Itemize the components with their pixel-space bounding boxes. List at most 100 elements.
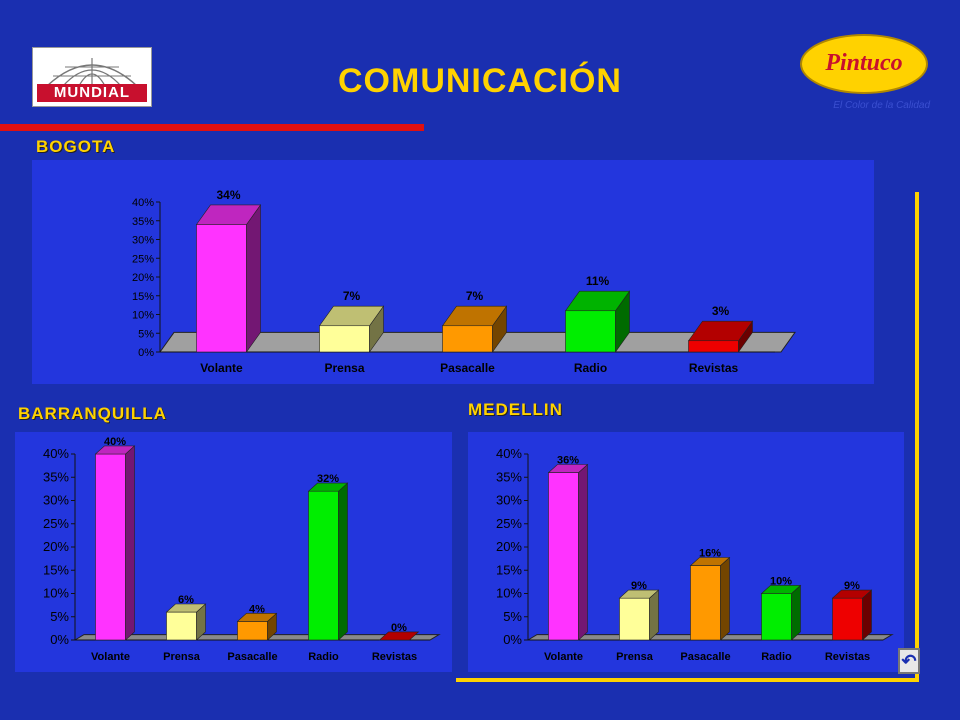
bar-front [761, 593, 792, 641]
bar-front [690, 565, 721, 641]
y-tick-label: 25% [496, 516, 522, 531]
y-tick-label: 5% [50, 609, 69, 624]
chart-panel-bogota: 0% 5% 10% 15% 20% 25% 30% 35% 40% 34% Volante 7% Pre… [32, 160, 874, 384]
region-label-barranquilla: BARRANQUILLA [18, 404, 167, 423]
bar-front [442, 325, 493, 353]
bar-side [246, 203, 261, 353]
bar-front [319, 325, 370, 353]
bar-front [237, 621, 268, 641]
bar-value-label: 3% [712, 304, 730, 318]
x-category-label: Pasacalle [680, 651, 730, 663]
bar-value-label: 7% [343, 289, 361, 303]
bar-front [688, 340, 739, 353]
y-tick-label: 35% [132, 216, 154, 228]
y-tick-label: 35% [43, 469, 69, 484]
bar-top [441, 305, 508, 327]
bar-front [166, 611, 197, 641]
bar-value-label: 10% [770, 575, 792, 587]
bar-top [687, 320, 754, 342]
bar-top [94, 445, 136, 455]
bar-value-label: 7% [466, 289, 484, 303]
y-tick-label: 25% [132, 253, 154, 265]
y-tick-label: 40% [496, 446, 522, 461]
bar-front [95, 453, 126, 641]
bar-value-label: 32% [317, 473, 339, 485]
return-button[interactable]: ↶ [898, 648, 920, 674]
x-category-label: Radio [574, 361, 607, 375]
bar-side [578, 463, 588, 641]
bar-side [125, 445, 135, 641]
bar-top [195, 204, 262, 225]
bar-side [862, 589, 872, 641]
y-tick-label: 10% [496, 586, 522, 601]
bar-side [720, 556, 730, 641]
y-tick-label: 30% [132, 235, 154, 247]
bar-value-label: 11% [586, 274, 610, 288]
bar-value-label: 16% [699, 548, 721, 560]
pintuco-logo: Pintuco [800, 34, 928, 94]
x-category-label: Revistas [825, 651, 870, 663]
x-category-label: Revistas [689, 361, 739, 375]
chart-panel-medellin: 0% 5% 10% 15% 20% 25% 30% 35% 40% 36% Volante 9% Pre… [468, 432, 904, 672]
pintuco-logo-text: Pintuco [825, 50, 903, 76]
bar-side [791, 584, 801, 641]
bar-top [378, 631, 420, 641]
y-tick-label: 20% [132, 272, 154, 284]
y-tick-label: 20% [496, 539, 522, 554]
bar-value-label: 34% [216, 188, 240, 202]
frame-line-horizontal [456, 678, 919, 682]
return-arrow-icon: ↶ [901, 651, 917, 671]
bar-top [618, 589, 660, 599]
bar-value-label: 0% [391, 622, 407, 634]
mundial-logo-text: MUNDIAL [37, 84, 147, 102]
x-category-label: Radio [761, 651, 792, 663]
bar-chart-bogota: 0% 5% 10% 15% 20% 25% 30% 35% 40% 34% Volante 7% Pre… [132, 188, 796, 375]
mundial-logo: MUNDIAL [32, 47, 152, 107]
y-tick-label: 15% [496, 562, 522, 577]
bar-top [307, 482, 349, 492]
bar-top [318, 305, 385, 327]
bar-side [649, 589, 659, 641]
x-category-label: Pasacalle [440, 361, 495, 375]
title-underline [0, 124, 424, 131]
bar-chart-medellin: 0% 5% 10% 15% 20% 25% 30% 35% 40% 36% Volante 9% Pre… [496, 446, 894, 663]
bar-front [196, 224, 247, 353]
y-tick-label: 0% [138, 347, 154, 359]
frame-line-vertical [915, 192, 919, 680]
bar-top [165, 603, 207, 613]
bar-front [565, 310, 616, 353]
y-tick-label: 10% [43, 586, 69, 601]
y-tick-label: 35% [496, 469, 522, 484]
x-category-label: Revistas [372, 651, 417, 663]
bar-top [236, 613, 278, 622]
y-tick-label: 5% [503, 609, 522, 624]
bar-value-label: 40% [104, 436, 126, 448]
chart-panel-barranquilla: 0% 5% 10% 15% 20% 25% 30% 35% 40% 40% Volante 6% Pre… [15, 432, 452, 672]
x-category-label: Pasacalle [227, 651, 277, 663]
bar-top [831, 589, 873, 599]
bar-value-label: 4% [249, 603, 265, 615]
bar-front [308, 490, 339, 641]
bar-front [548, 472, 579, 641]
bar-chart-barranquilla: 0% 5% 10% 15% 20% 25% 30% 35% 40% 40% Volante 6% Pre… [43, 436, 441, 663]
y-tick-label: 0% [503, 632, 522, 647]
bar-front [832, 597, 863, 641]
bar-side [338, 482, 348, 641]
bar-front [619, 597, 650, 641]
y-tick-label: 20% [43, 539, 69, 554]
y-tick-label: 40% [43, 446, 69, 461]
y-tick-label: 10% [132, 310, 154, 322]
x-category-label: Prensa [324, 361, 364, 375]
bar-top [689, 557, 731, 566]
y-tick-label: 25% [43, 516, 69, 531]
region-label-medellin: MEDELLIN [468, 400, 563, 419]
page-title: COMUNICACIÓN [338, 62, 622, 100]
bar-top [547, 464, 589, 473]
x-category-label: Volante [91, 651, 130, 663]
bar-value-label: 9% [844, 580, 860, 592]
bar-value-label: 9% [631, 580, 647, 592]
bar-value-label: 36% [557, 455, 579, 467]
pintuco-tagline: El Color de la Calidad [833, 100, 930, 111]
y-tick-label: 5% [138, 328, 154, 340]
bar-top [760, 585, 802, 594]
